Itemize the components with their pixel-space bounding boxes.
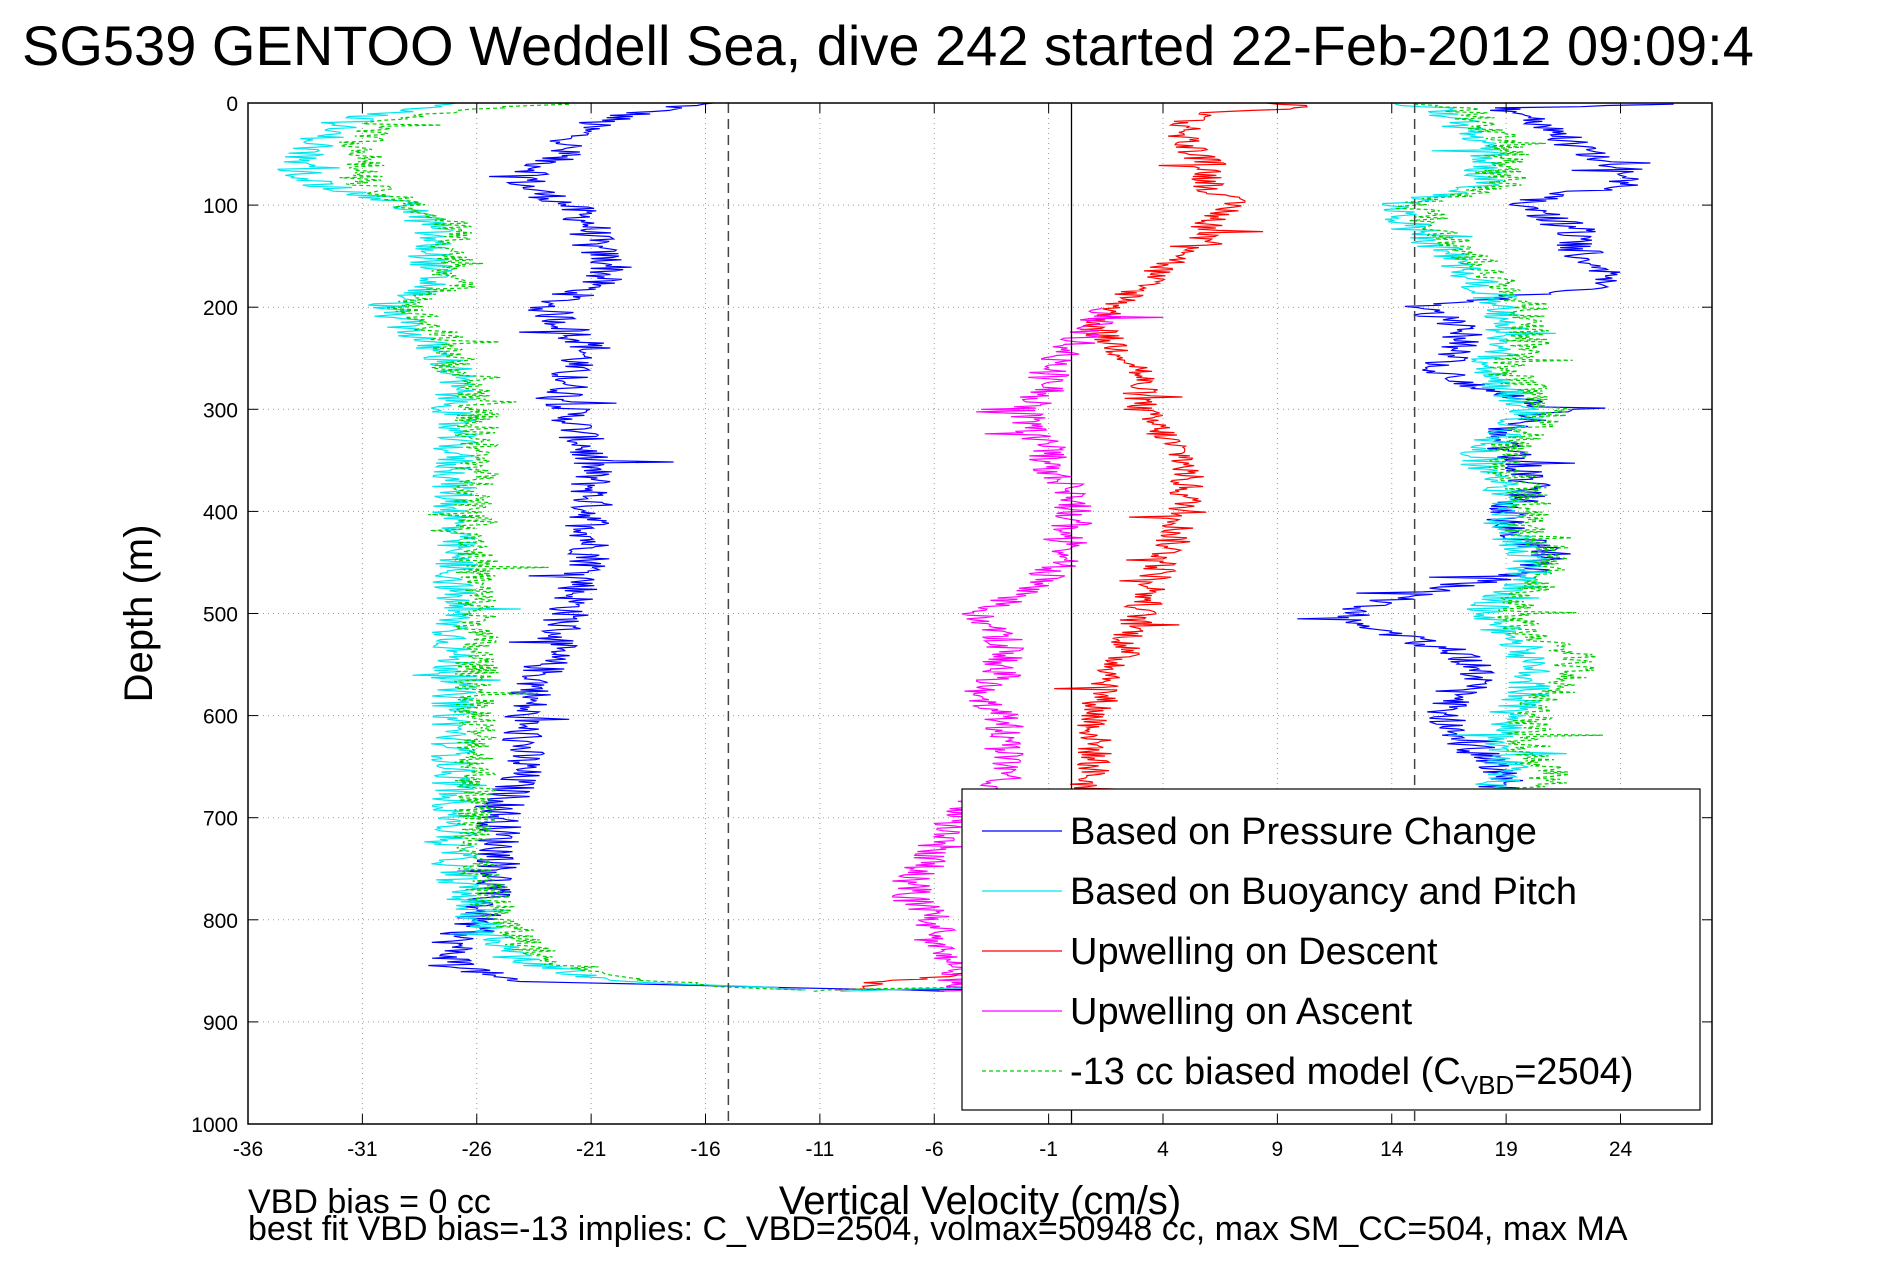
legend-label-4: -13 cc biased model (CVBD=2504) [1070, 1051, 1634, 1100]
legend-subscript: VBD [1461, 1070, 1514, 1100]
y-tick-label: 0 [226, 93, 238, 116]
legend-label-2: Upwelling on Descent [1070, 931, 1438, 973]
y-axis-label: Depth (m) [117, 525, 161, 703]
x-tick-label: 4 [1157, 1138, 1169, 1161]
y-tick-label: 700 [203, 808, 238, 831]
x-tick-label: -36 [233, 1138, 263, 1161]
series-line-4 [339, 102, 803, 991]
legend: Based on Pressure Change Based on Buoyanc… [961, 788, 1701, 1111]
series-line-3 [891, 307, 1164, 992]
footer-bestfit-text: best fit VBD bias=-13 implies: C_VBD=250… [248, 1210, 1628, 1248]
x-tick-label: -1 [1039, 1138, 1058, 1161]
x-tick-label: -6 [925, 1138, 944, 1161]
legend-label-3: Upwelling on Ascent [1070, 991, 1413, 1033]
axis-ticks: -36 -31 -26 -21 -16 -11 -6 -1 4 9 14 19 24 0 100 200 300… [191, 93, 1712, 1161]
y-tick-label: 600 [203, 706, 238, 729]
x-tick-label: -11 [805, 1138, 834, 1161]
footer-bias-text: VBD bias = 0 cc [248, 1183, 491, 1221]
x-tick-label: 9 [1272, 1138, 1284, 1161]
legend-label-end: =2504) [1514, 1051, 1633, 1093]
y-tick-label: 400 [203, 501, 238, 524]
x-tick-label: -21 [576, 1138, 606, 1161]
y-tick-label: 900 [203, 1012, 238, 1035]
series-line-0 [428, 102, 916, 991]
series-line-1 [277, 102, 806, 991]
x-axis-label: Vertical Velocity (cm/s) [779, 1179, 1181, 1223]
chart-title: SG539 GENTOO Weddell Sea, dive 242 start… [22, 14, 1754, 77]
x-tick-label: 19 [1494, 1138, 1517, 1161]
legend-label-1: Based on Buoyancy and Pitch [1070, 871, 1577, 913]
y-tick-label: 800 [203, 910, 238, 933]
x-tick-label: -31 [347, 1138, 377, 1161]
y-tick-label: 200 [203, 297, 238, 320]
series-line-4 [813, 103, 1604, 992]
x-tick-label: 24 [1609, 1138, 1633, 1161]
legend-label-0: Based on Pressure Change [1070, 811, 1537, 853]
y-tick-label: 100 [203, 195, 238, 218]
y-tick-label: 300 [203, 399, 238, 422]
legend-box [961, 788, 1701, 1111]
x-tick-label: -16 [690, 1138, 720, 1161]
y-tick-label: 1000 [191, 1114, 238, 1137]
y-tick-label: 500 [203, 604, 238, 627]
x-tick-label: -26 [462, 1138, 492, 1161]
x-tick-label: 14 [1380, 1138, 1404, 1161]
